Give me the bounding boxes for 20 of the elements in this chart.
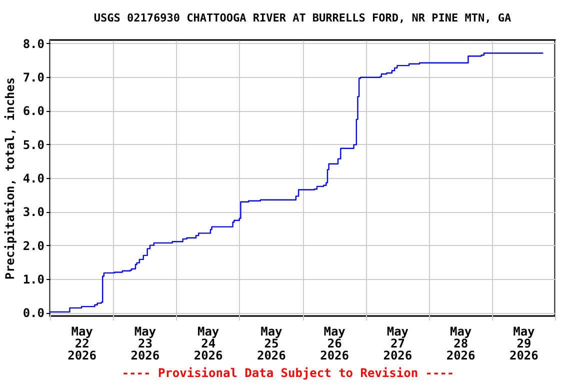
y-tick-label: 1.0 [22,272,44,286]
y-tick-label: 5.0 [22,138,44,152]
y-tick-label: 7.0 [22,70,44,85]
y-tick-label: 0.0 [22,306,44,320]
chart-title: USGS 02176930 CHATTOOGA RIVER AT BURRELLS FORD, NR PINE MTN, GA [94,11,512,24]
x-tick-label: May 23 2026 [130,324,160,362]
y-tick-label: 8.0 [22,36,44,51]
x-tick-label: May 28 2026 [446,324,476,362]
x-tick-label: May 25 2026 [256,324,286,362]
text: ---- Provisional Data Subject to Revision ---- [120,366,456,380]
x-tick-label: May 26 2026 [320,324,350,362]
y-axis-title: Precipitation, total, inches [2,77,17,280]
x-tick-label: May 22 2026 [68,324,97,362]
y-tick-label: 6.0 [22,104,44,118]
x-tick-label: May 29 2026 [509,324,538,362]
x-tick-label: May 24 2026 [194,324,223,362]
y-tick-label: 2.0 [22,238,44,253]
x-tick-label: May 27 2026 [383,324,412,362]
y-tick-label: 4.0 [22,172,44,186]
y-tick-label: 3.0 [22,205,44,220]
